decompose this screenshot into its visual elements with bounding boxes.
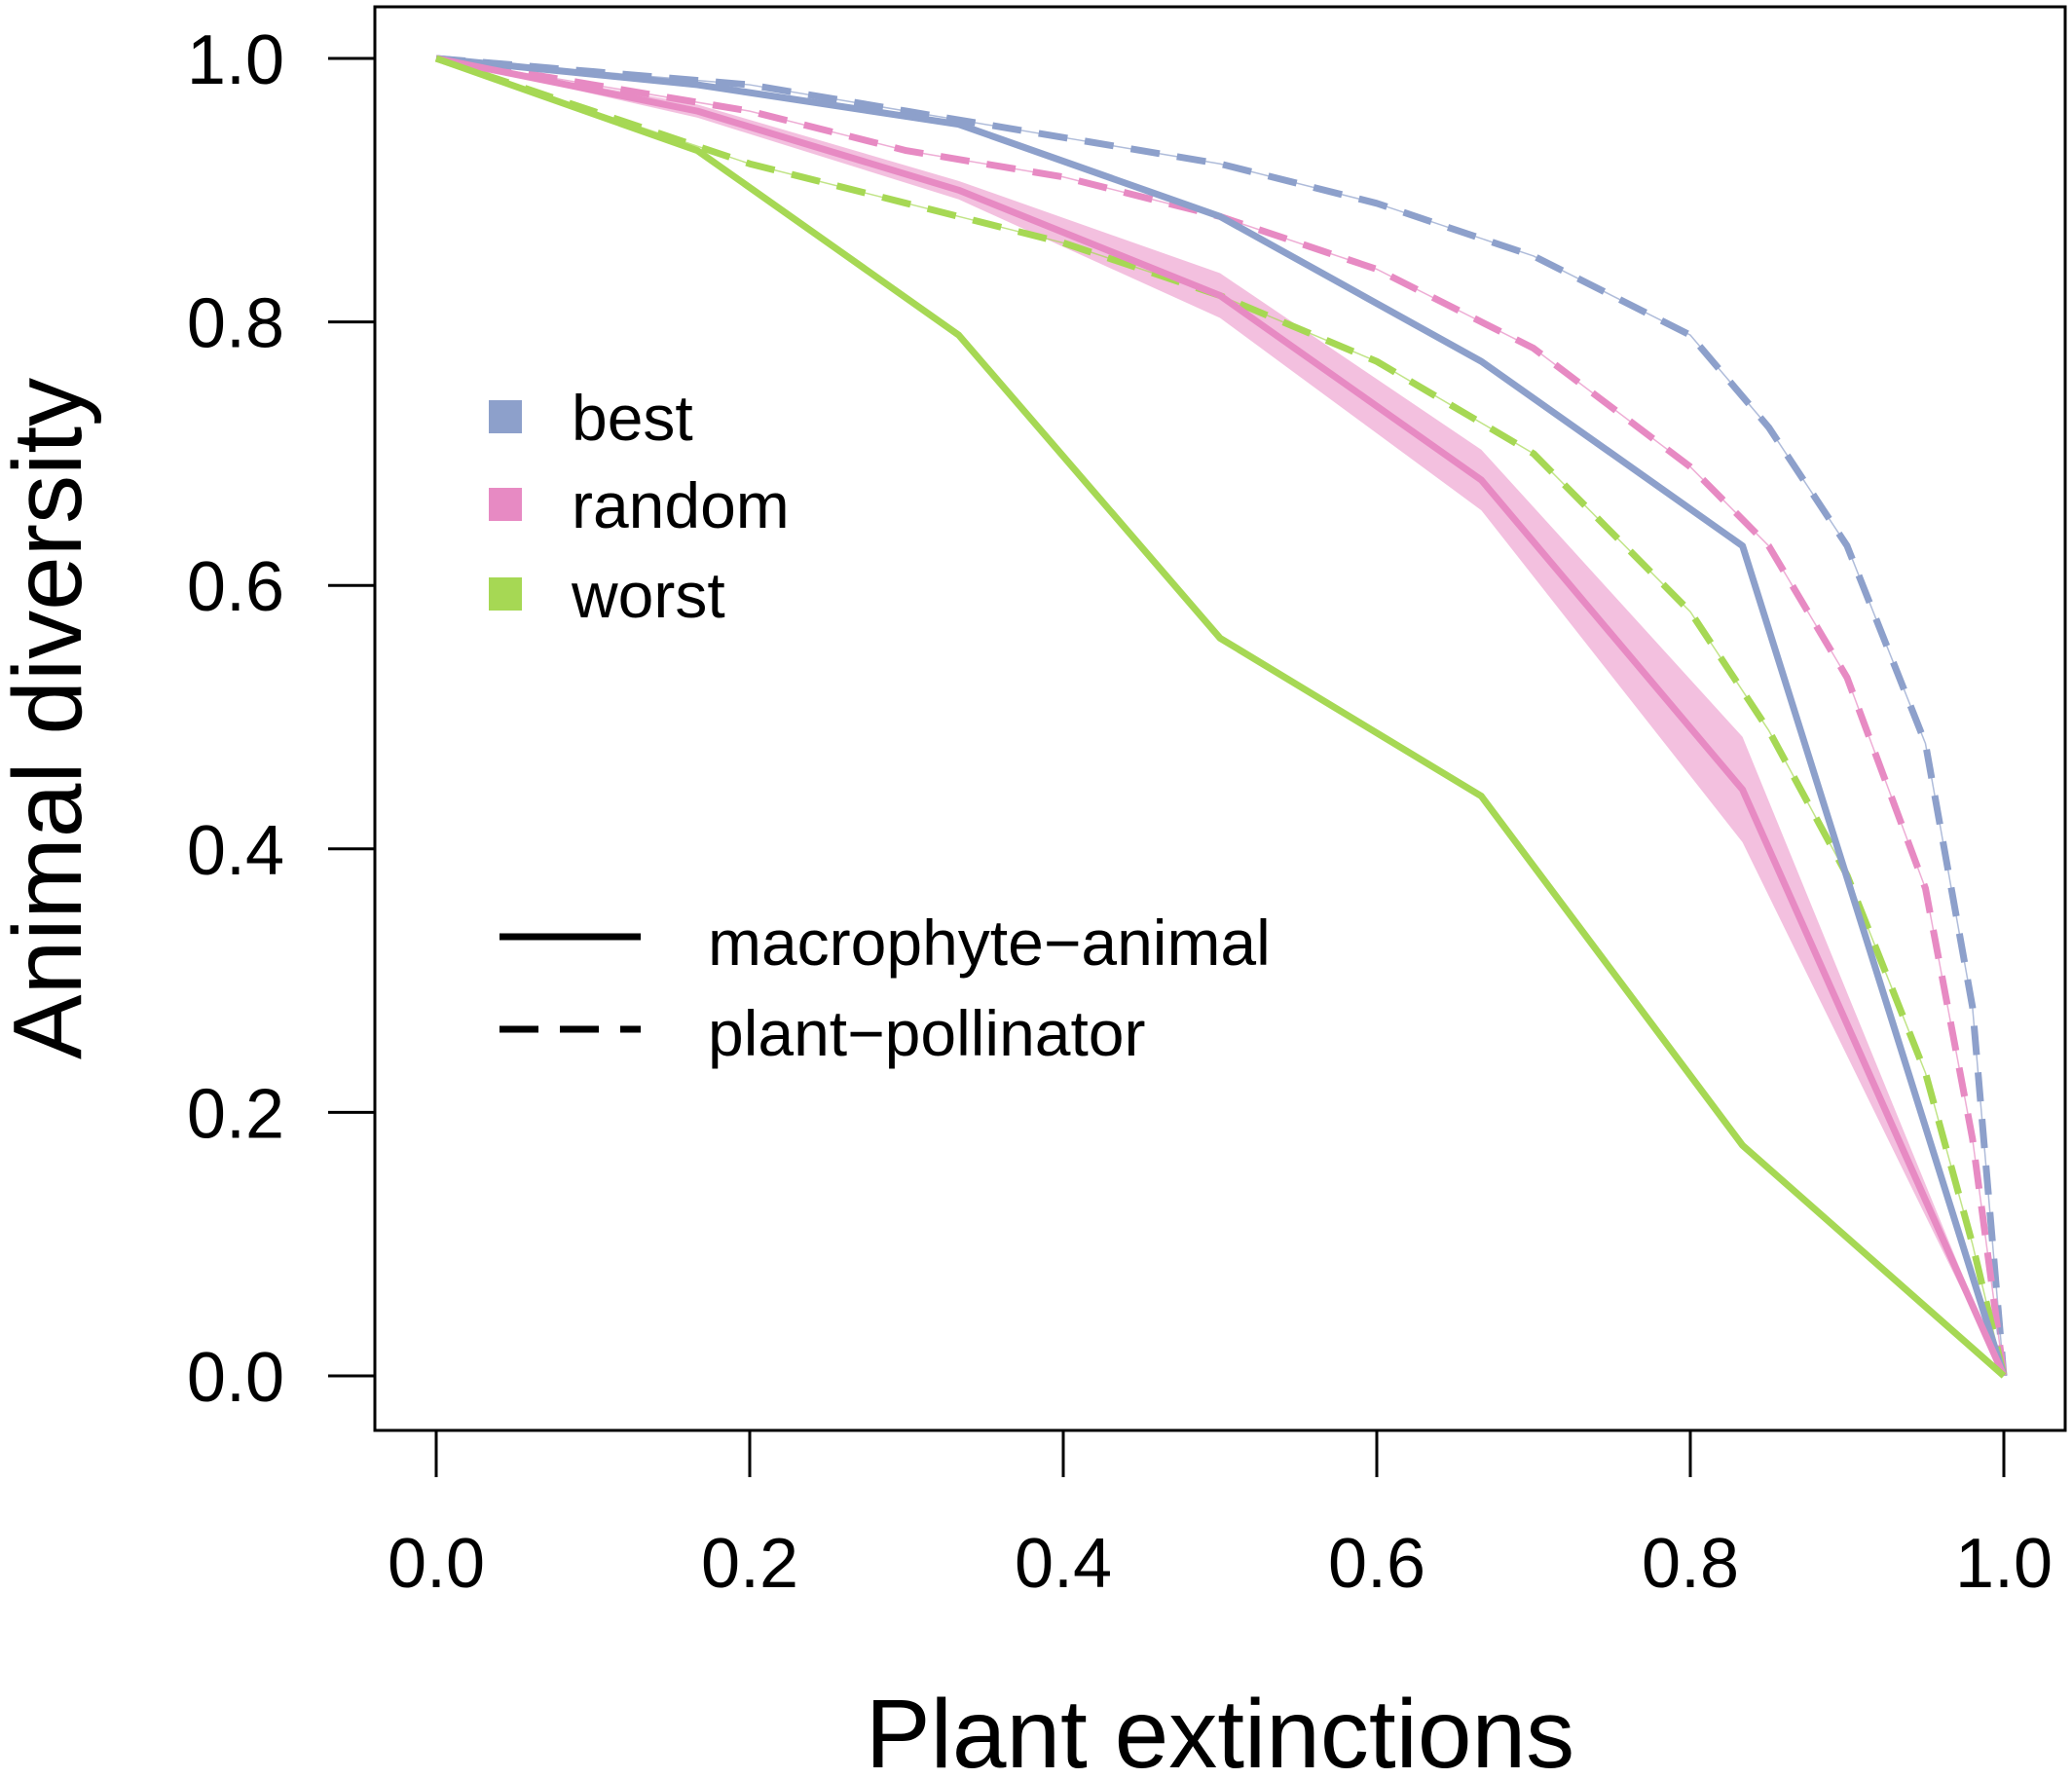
legend-label-macrophyte-animal: macrophyte−animal <box>708 907 1271 979</box>
legend-swatch-worst <box>489 577 522 611</box>
x-tick-label: 1.0 <box>1955 1525 2053 1603</box>
legend-label-random: random <box>572 469 790 541</box>
y-tick-label: 0.4 <box>187 812 284 890</box>
legend-label-plant-pollinator: plant−pollinator <box>708 997 1146 1069</box>
linetype-legend: macrophyte−animal plant−pollinator <box>500 907 1271 1069</box>
legend-swatch-random <box>489 488 522 521</box>
color-legend: best random worst <box>489 382 790 631</box>
legend-label-best: best <box>572 382 693 454</box>
x-tick-label: 0.0 <box>388 1525 485 1603</box>
series-line-macrophyte-animal-worst <box>434 55 2007 1379</box>
x-axis: 0.0 0.2 0.4 0.6 0.8 1.0 <box>388 1428 2053 1603</box>
x-tick-label: 0.8 <box>1642 1525 1739 1603</box>
x-tick-label: 0.6 <box>1328 1525 1425 1603</box>
y-tick-label: 1.0 <box>187 21 284 99</box>
series-lines <box>434 55 2008 1379</box>
confidence-bands <box>436 58 2004 1376</box>
series-line-macrophyte-animal-random <box>435 55 2008 1378</box>
y-tick-label: 0.6 <box>187 548 284 626</box>
series-guide-plant-pollinator-random <box>435 57 2005 1377</box>
series-guide-plant-pollinator-worst <box>435 57 2005 1377</box>
series-line-plant-pollinator-random <box>435 55 2008 1377</box>
y-axis: 0.0 0.2 0.4 0.6 0.8 1.0 <box>187 21 377 1417</box>
y-tick-label: 0.2 <box>187 1075 284 1153</box>
series-line-plant-pollinator-best <box>435 55 2008 1377</box>
band-random <box>436 58 2004 1376</box>
series-line-plant-pollinator-worst <box>434 55 2008 1377</box>
x-axis-title: Plant extinctions <box>866 1680 1574 1779</box>
y-axis-title: Animal diversity <box>0 378 102 1059</box>
series-guide-plant-pollinator-best <box>435 57 2005 1377</box>
series-line-macrophyte-animal-best <box>435 55 2008 1378</box>
y-tick-label: 0.8 <box>187 285 284 363</box>
x-tick-label: 0.2 <box>701 1525 798 1603</box>
x-tick-label: 0.4 <box>1015 1525 1112 1603</box>
legend-label-worst: worst <box>571 559 725 631</box>
legend-swatch-best <box>489 400 522 433</box>
y-tick-label: 0.0 <box>187 1339 284 1417</box>
